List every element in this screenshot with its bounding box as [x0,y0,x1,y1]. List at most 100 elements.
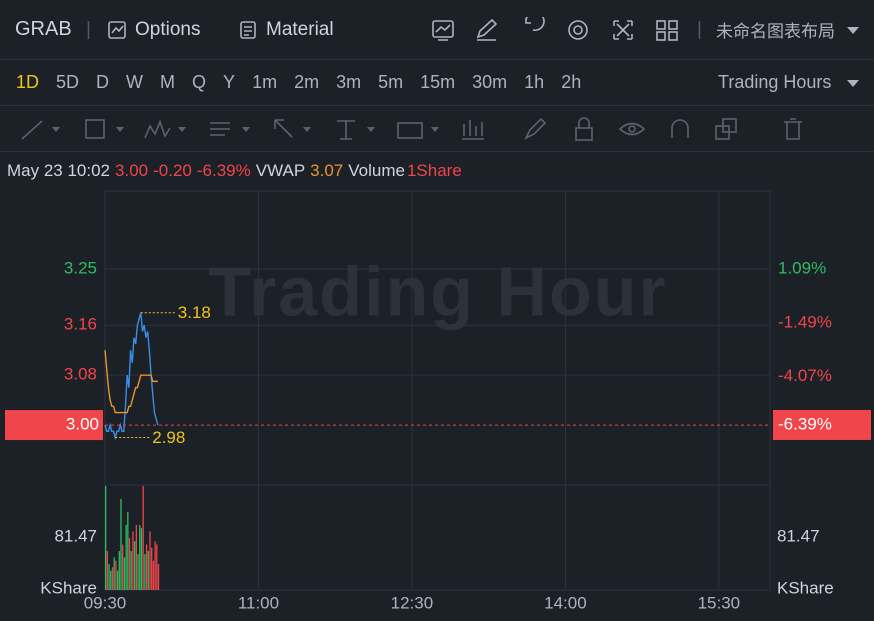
low-marker-label: 2.98 [152,428,185,447]
high-marker-label: 3.18 [178,303,211,322]
y2-tick-label: 1.09% [778,258,826,277]
x-tick-label: 15:30 [698,593,741,612]
volume-bar [110,570,112,590]
change: -0.20 [153,161,192,180]
volume-bar [130,550,132,590]
interval-list: 1D 5D D W M Q Y 1m 2m 3m 5m 15m 30m 1h 2h [16,72,581,93]
volume-bar [105,485,107,590]
volume-bar [154,541,156,590]
x-tick-label: 14:00 [544,593,587,612]
interval-option[interactable]: W [126,72,144,92]
volume-bar [111,567,114,590]
volume-bar [157,563,160,590]
symbol[interactable]: GRAB [15,18,72,40]
layout-name[interactable]: 未命名图表布局 [716,22,835,41]
volume-unit: KShare [40,578,97,597]
price: 3.00 [115,161,149,180]
top-toolbar: GRAB | Options Material | 未命名图表布局 [0,0,874,60]
volume-bar [122,544,124,590]
change-pct: -6.39% [196,161,251,180]
volume-bar [133,541,136,590]
volume-bar [127,511,129,590]
drawing-tools [0,106,874,152]
volume-bar [137,554,139,590]
options-button[interactable]: Options [107,19,200,41]
vwap-label: VWAP [255,161,306,180]
price-line [104,350,158,414]
y-tick-label: 3.25 [64,259,97,278]
volume-bar [156,544,158,590]
interval-option[interactable]: 2m [294,72,320,92]
volume-bar [140,528,143,590]
interval-option[interactable]: D [96,72,110,92]
volume-bar [152,560,155,590]
interval-option[interactable]: 5m [378,72,404,92]
volume-bar [128,537,131,590]
volume-bar [142,485,144,590]
x-tick-label: 11:00 [238,593,279,612]
volume-bar [113,557,115,590]
volume-tick-label: 81.47 [777,527,820,546]
material-icon [240,20,256,39]
last-pct-box [773,409,871,440]
interval-option[interactable]: 1m [252,72,278,92]
interval-option[interactable]: Q [192,72,207,92]
y-tick-label: 3.16 [64,315,97,334]
volume-bar [120,498,122,590]
datetime: May 23 10:02 [7,161,111,180]
volume-bar [108,563,110,590]
y2-tick-label: -4.07% [778,366,832,385]
volume-bar [147,550,149,590]
last-pct-label: -6.39% [778,414,832,433]
volume-value: 1Share [406,161,462,180]
interval-option[interactable]: 15m [420,72,456,92]
plot-frame [104,190,771,591]
volume-tick-label: 81.47 [54,527,97,546]
last-price-box [5,410,103,441]
volume-bar [149,531,151,590]
options-icon [108,20,126,39]
volume-bar [145,544,148,590]
volume-bar [139,524,141,590]
material-button[interactable]: Material [238,19,334,41]
volume-bar [106,550,109,590]
volume-bar [125,524,127,590]
layout-caret [847,26,859,34]
last-price-label: 3.00 [66,415,99,434]
vwap-value: 3.07 [310,161,344,180]
volume-bar [123,557,126,590]
drawing-tool-icons[interactable] [0,106,874,152]
watermark: Trading Hour [208,252,668,330]
x-tick-label: 09:30 [84,593,127,612]
interval-bar: 1D 5D D W M Q Y 1m 2m 3m 5m 15m 30m 1h 2h Trading Hour… [0,60,874,106]
volume-label: Volume [348,161,405,180]
volume-bar [132,531,134,590]
interval-option[interactable]: 2h [561,72,582,92]
interval-option[interactable]: 1h [524,72,545,92]
y-tick-label: 3.08 [64,365,97,384]
interval-option[interactable]: Y [223,72,236,92]
volume-bar [151,547,153,590]
x-tick-label: 12:30 [391,593,434,612]
volume-bar [115,560,117,590]
session-caret [847,79,859,87]
price-line [104,312,159,441]
interval-option[interactable]: 3m [336,72,362,92]
volume-unit: KShare [777,578,834,597]
volume-bar [144,554,146,590]
interval-option[interactable]: M [160,72,176,92]
info-line: May 23 10:02 3.00 -0.20 -6.39% VWAP 3.07… [0,152,874,190]
toolbar-icons[interactable] [430,16,700,43]
options-label: Options [135,18,201,40]
volume-bar [135,524,137,590]
session-selector[interactable]: Trading Hours [718,72,832,92]
y2-tick-label: -1.49% [778,312,832,331]
volume-bar [116,570,119,590]
interval-option[interactable]: 5D [56,72,80,92]
volume-bar [118,550,120,590]
interval-option[interactable]: 1D [16,72,40,92]
material-label: Material [266,18,334,40]
interval-option[interactable]: 30m [472,72,508,92]
